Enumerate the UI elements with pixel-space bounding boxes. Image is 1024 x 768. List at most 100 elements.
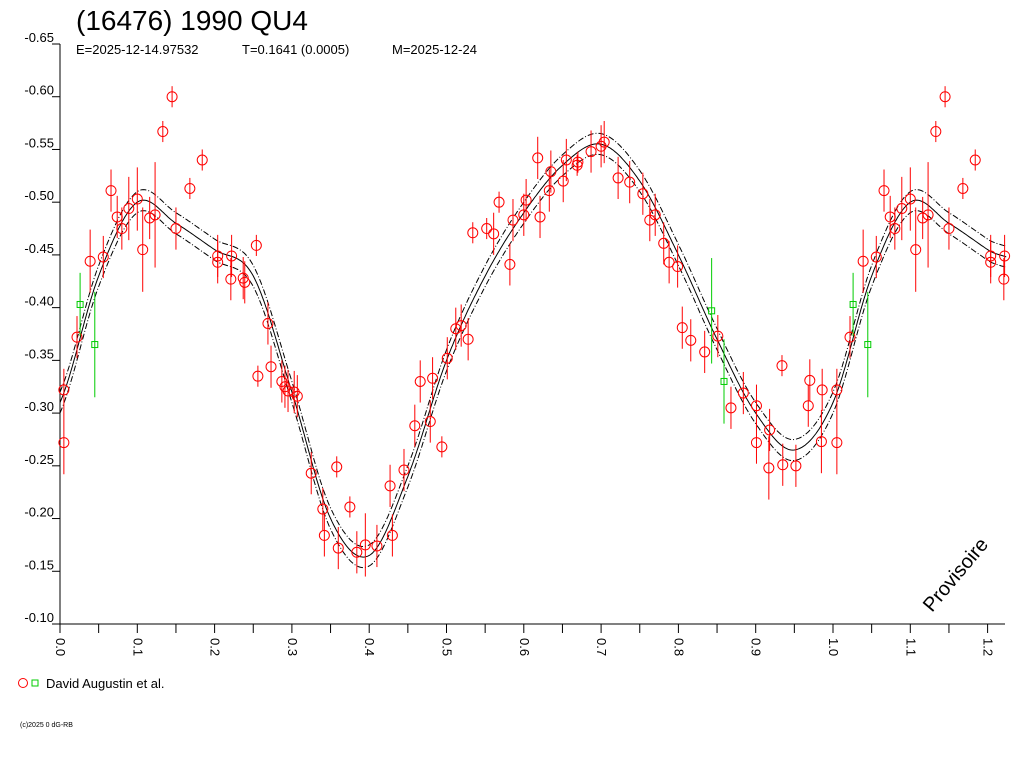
y-tick-label: -0.65 (24, 30, 54, 45)
data-point (84, 255, 96, 267)
data-point (427, 372, 439, 384)
period-label: T=0.1641 (0.0005) (242, 42, 349, 57)
y-tick-label: -0.20 (24, 505, 54, 520)
data-point (384, 480, 396, 492)
data-point (332, 542, 344, 554)
data-point (157, 126, 169, 138)
data-points (58, 86, 1011, 577)
data-point (904, 193, 916, 205)
axes: -0.65 -0.60 -0.55 -0.50 -0.45 -0.40 -0.35 -0.30… (24, 30, 1005, 656)
y-tick-label: -0.25 (24, 452, 54, 467)
data-point (166, 91, 178, 103)
data-point (409, 420, 421, 432)
fit-curves (59, 132, 1007, 569)
data-point (116, 223, 128, 235)
data-point (131, 193, 143, 205)
data-point (441, 352, 453, 364)
data-point (896, 203, 908, 215)
data-point (196, 154, 208, 166)
data-point (414, 375, 426, 387)
data-point (672, 261, 684, 273)
fit-curve (59, 143, 1007, 558)
data-point (699, 346, 711, 358)
data-point (815, 436, 827, 448)
data-point (624, 176, 636, 188)
data-point (637, 188, 649, 200)
data-point (750, 437, 762, 449)
data-point (398, 464, 410, 476)
x-tick-label: 1.1 (903, 638, 918, 656)
legend-square-icon (31, 679, 39, 687)
data-point (943, 223, 955, 235)
data-point (520, 194, 532, 206)
data-point (76, 300, 84, 308)
data-point (123, 203, 135, 215)
y-tick-label: -0.40 (24, 294, 54, 309)
x-tick-label: 0.7 (594, 638, 609, 656)
x-tick-label: 0.9 (749, 638, 764, 656)
epoch-label: E=2025-12-14.97532 (76, 42, 199, 57)
data-point (58, 384, 70, 396)
data-point (545, 166, 557, 178)
data-point (816, 384, 828, 396)
data-point (351, 546, 363, 558)
data-point (493, 196, 505, 208)
data-point (560, 154, 572, 166)
data-point (137, 244, 149, 256)
data-point (543, 185, 555, 197)
data-point (998, 273, 1010, 285)
legend-circle-icon (18, 678, 28, 688)
copyright: (c)2025 0 dG-RB (20, 722, 73, 729)
data-point (910, 244, 922, 256)
data-point (957, 182, 969, 194)
data-point (225, 273, 237, 285)
data-point (878, 185, 890, 197)
x-tick-label: 1.0 (826, 638, 841, 656)
data-point (105, 185, 117, 197)
data-point (939, 91, 951, 103)
y-tick-label: -0.35 (24, 346, 54, 361)
y-tick-label: -0.15 (24, 557, 54, 572)
data-point (507, 214, 519, 226)
data-point (585, 146, 597, 158)
data-point (844, 331, 856, 343)
data-point (969, 154, 981, 166)
data-point (170, 223, 182, 235)
data-point (720, 377, 728, 385)
data-point (58, 437, 70, 449)
data-point (276, 375, 288, 387)
y-tick-label: -0.10 (24, 610, 54, 625)
data-point (712, 330, 724, 342)
data-point (708, 307, 716, 315)
data-point (291, 390, 303, 402)
y-tick-label: -0.50 (24, 188, 54, 203)
data-point (239, 276, 251, 288)
data-point (71, 331, 83, 343)
data-point (763, 462, 775, 474)
data-point (481, 223, 493, 235)
data-point (424, 416, 436, 428)
data-point (802, 400, 814, 412)
data-point (598, 136, 610, 148)
x-tick-label: 0.0 (53, 638, 68, 656)
data-point (518, 209, 530, 221)
watermark: Provisoire (919, 534, 993, 616)
data-point (265, 361, 277, 373)
data-point (985, 256, 997, 268)
data-point (776, 360, 788, 372)
data-point (226, 250, 238, 262)
data-point (331, 461, 343, 473)
data-point (889, 223, 901, 235)
data-point (804, 374, 816, 386)
data-point (534, 211, 546, 223)
data-point (467, 227, 479, 239)
data-point (612, 172, 624, 184)
y-tick-label: -0.45 (24, 241, 54, 256)
data-point (790, 460, 802, 472)
x-tick-label: 0.4 (362, 638, 377, 656)
data-point (857, 255, 869, 267)
y-tick-label: -0.55 (24, 135, 54, 150)
data-point (462, 333, 474, 345)
data-point (317, 503, 329, 515)
legend: David Augustin et al. (18, 676, 165, 691)
